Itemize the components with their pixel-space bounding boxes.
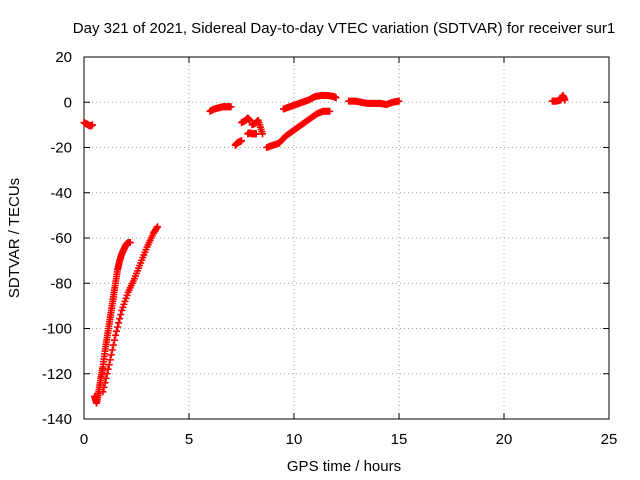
- scatter-points: [80, 91, 569, 407]
- ticks: 0 5 10 15 20 25 -140 -120 -100 -80 -60 -40 -20 0 20: [42, 49, 617, 448]
- y-tick-label: 0: [64, 94, 72, 111]
- plot-frame: [83, 56, 610, 420]
- data-point: [107, 351, 115, 359]
- data-point: [106, 356, 114, 364]
- data-point: [115, 319, 123, 327]
- data-point: [332, 94, 340, 102]
- data-point: [395, 97, 403, 105]
- y-tick-label: -120: [42, 366, 72, 383]
- data-point: [326, 107, 334, 115]
- data-point: [561, 96, 569, 104]
- y-tick-label: 20: [55, 49, 72, 66]
- chart-title: Day 321 of 2021, Sidereal Day-to-day VTE…: [73, 20, 615, 37]
- x-tick-label: 25: [601, 431, 618, 448]
- data-point: [108, 346, 116, 354]
- x-tick-label: 20: [496, 431, 513, 448]
- data-point: [103, 370, 111, 378]
- x-tick-label: 0: [80, 431, 88, 448]
- data-point: [104, 365, 112, 373]
- data-point: [99, 388, 107, 396]
- y-tick-label: -140: [42, 411, 72, 428]
- data-point: [252, 130, 260, 138]
- y-tick-label: -100: [42, 321, 72, 338]
- y-tick-label: -20: [50, 140, 72, 157]
- y-tick-label: -40: [50, 185, 72, 202]
- data-point: [113, 327, 121, 335]
- data-point: [109, 341, 117, 349]
- grid: [84, 57, 609, 419]
- y-axis-label: SDTVAR / TECUs: [6, 178, 23, 298]
- data-point: [105, 361, 113, 369]
- data-point: [238, 137, 245, 145]
- data-point: [246, 116, 254, 124]
- data-point: [101, 379, 109, 387]
- data-point: [110, 336, 118, 344]
- data-point: [116, 315, 124, 323]
- data-point: [154, 223, 161, 231]
- data-point: [114, 323, 122, 331]
- data-point: [117, 311, 125, 319]
- x-axis-label: GPS time / hours: [287, 458, 401, 475]
- data-point: [126, 239, 134, 247]
- x-tick-label: 10: [286, 431, 303, 448]
- data-point: [227, 103, 235, 111]
- data-point: [112, 331, 119, 339]
- data-point: [88, 121, 96, 129]
- data-point: [259, 130, 266, 138]
- x-tick-label: 15: [391, 431, 408, 448]
- y-tick-label: -60: [50, 230, 72, 247]
- data-point: [100, 383, 108, 391]
- y-tick-label: -80: [50, 275, 72, 292]
- x-tick-label: 5: [185, 431, 193, 448]
- data-point: [102, 374, 110, 382]
